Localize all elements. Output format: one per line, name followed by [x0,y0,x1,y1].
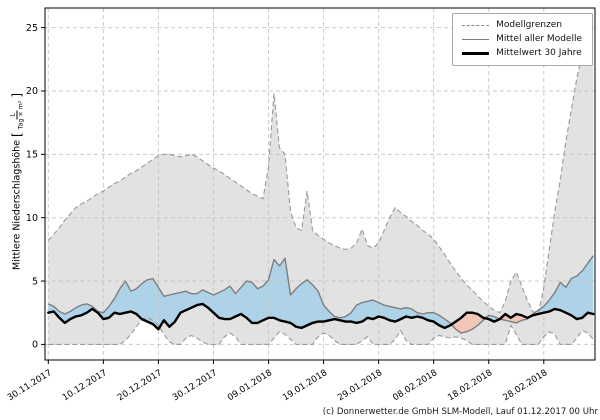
x-tick-label: 20.12.2017 [116,368,164,403]
y-axis-label-text: Mittlere Niederschlagshöhe [11,139,23,271]
y-tick-label: 5 [32,276,38,287]
x-tick-label: 18.02.2018 [446,368,494,403]
y-tick-label: 15 [26,150,38,161]
dashed-line-sample-icon [462,24,490,26]
x-tick-label: 08.02.2018 [391,368,439,403]
legend-label: Modellgrenzen [496,20,563,30]
above-normal-area [48,255,594,330]
legend-label: Mittel aller Modelle [496,34,582,44]
x-tick-label: 29.01.2018 [336,368,384,403]
legend-entry-climatology: Mittelwert 30 Jahre [462,48,582,58]
legend-entry-model-bounds: Modellgrenzen [462,20,582,30]
x-tick-label: 09.01.2018 [226,368,274,403]
y-tick-label: 20 [26,86,38,97]
x-tick-label: 30.11.2017 [6,368,54,403]
model-bounds-lower-line [48,317,594,345]
y-tick-label: 25 [26,23,38,34]
x-tick-label: 28.02.2018 [501,368,549,403]
y-axis-label: Mittlere Niederschlagshöhe [ L Tag × m² … [9,17,25,347]
bracket-open: [ [9,132,24,137]
y-tick-label: 10 [26,213,38,224]
model-bounds-upper-line [47,14,594,315]
x-tick-label: 10.12.2017 [61,368,109,403]
legend: Modellgrenzen Mittel aller Modelle Mitte… [452,13,593,66]
x-tick-label: 30.12.2017 [171,368,219,403]
below-normal-area [48,303,594,333]
legend-entry-model-mean: Mittel aller Modelle [462,34,582,44]
climatology-line [47,302,595,331]
legend-label: Mittelwert 30 Jahre [496,48,582,58]
model-range-area [48,15,594,345]
black-line-sample-icon [462,51,490,55]
unit-numerator: L [9,110,18,120]
plot-frame [44,7,596,361]
x-tick-label: 19.01.2018 [281,368,329,403]
unit-denominator: Tag × m² [17,100,25,130]
bracket-close: ] [9,92,24,98]
y-tick-label: 0 [32,340,38,351]
y-axis-unit-fraction: L Tag × m² [9,100,25,130]
copyright-text: (c) Donnerwetter.de GmbH SLM-Modell, Lau… [322,407,598,417]
model-mean-line [48,255,594,334]
gray-line-sample-icon [462,38,490,40]
